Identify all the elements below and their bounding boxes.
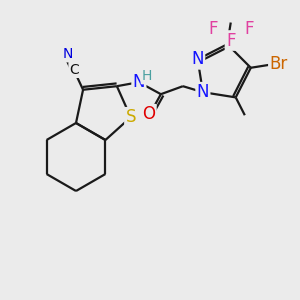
Text: N: N (191, 50, 204, 68)
Text: N: N (133, 73, 145, 91)
Text: H: H (142, 69, 152, 83)
Text: F: F (226, 32, 236, 50)
Text: N: N (196, 83, 209, 101)
Text: Br: Br (269, 55, 288, 73)
Text: C: C (70, 63, 79, 77)
Text: F: F (208, 20, 218, 38)
Text: F: F (244, 20, 254, 38)
Text: N: N (63, 47, 73, 61)
Text: S: S (125, 108, 136, 126)
Text: O: O (142, 105, 155, 123)
